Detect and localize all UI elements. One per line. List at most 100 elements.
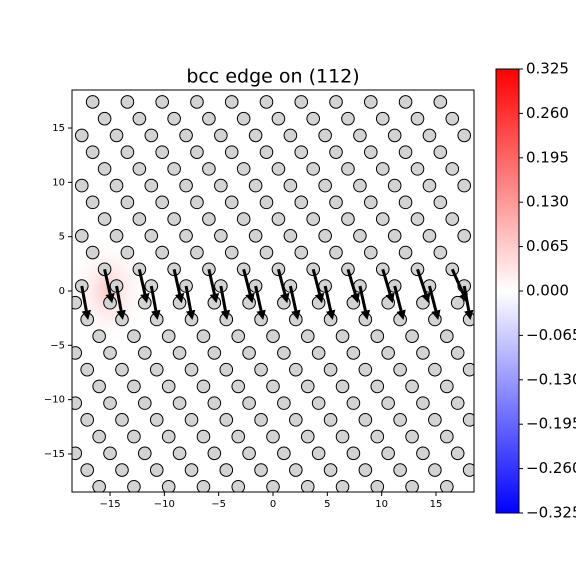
atom [358,362,373,377]
atom [167,162,181,176]
atom [300,379,315,394]
atom [120,195,135,210]
colorbar-tick-label: 0.260 [526,104,569,122]
x-tick-label: −5 [211,499,226,510]
atom [445,212,460,226]
atom [161,479,176,492]
atom [184,362,199,377]
atom [74,229,89,243]
x-tick-label: −15 [99,499,120,510]
displacement-arrow [276,268,290,304]
atom [375,212,390,226]
displacement-arrow [288,285,301,321]
atom [231,429,246,444]
displacement-arrow [346,268,360,304]
atom [259,95,274,109]
displacement-arrow [219,285,231,321]
atom [433,95,448,109]
atom [318,229,332,243]
atom [72,295,83,310]
atom [207,446,222,461]
atom [393,463,407,477]
atom [445,111,460,126]
atom [259,195,274,210]
atom [248,178,263,193]
atom [422,128,437,143]
x-tick-label: 0 [270,499,276,510]
atom [445,162,460,176]
colorbar-tick-label: −0.325 [526,504,576,522]
atom [375,162,390,176]
atom [306,212,321,226]
atom [127,479,141,492]
atom [207,396,222,410]
displacement-arrow [358,285,371,321]
displacement-arrow [242,268,255,304]
atom [300,429,315,444]
atom [248,229,263,243]
atom [127,329,141,343]
atom [329,145,343,159]
atom [80,413,95,427]
displacement-arrow [103,268,115,304]
y-tick-label: −10 [44,395,65,406]
atom [219,413,234,427]
y-tick-label: 10 [52,177,65,188]
atom [97,212,112,226]
atom [109,128,124,143]
atom [137,396,152,410]
atom [363,95,378,109]
atom [74,178,89,193]
atom [346,295,361,310]
atom [387,128,402,143]
atom [155,195,169,210]
atom [224,195,239,210]
displacement-arrow [137,268,150,304]
atom [358,413,373,427]
atom [450,446,465,461]
atom [202,212,216,226]
displacement-arrow [172,268,185,304]
displacement-arrow [416,268,431,304]
atom [120,245,135,260]
atom [428,312,442,327]
colorbar-tick-label: −0.065 [526,326,576,344]
atom [214,178,228,193]
colorbar-tick-label: 0.325 [526,60,569,78]
x-tick-label: 5 [324,499,330,510]
atom [405,329,419,343]
atom [137,446,152,461]
atom [271,212,286,226]
atom [306,111,321,126]
atom [259,145,274,159]
atom [103,396,117,410]
atom [172,346,187,360]
atom [190,195,204,210]
displacement-arrow [311,268,325,304]
displacement-arrow [381,268,395,304]
atom [353,128,367,143]
atom [300,329,315,343]
atom [242,446,256,461]
atom [224,145,239,159]
atom [428,362,442,377]
displacement-arrow [462,285,474,321]
atom [92,329,106,343]
atom [109,229,124,243]
atom [155,245,169,260]
atom [416,396,430,410]
atom [405,429,419,444]
atom [85,145,100,159]
atom [219,362,234,377]
atom [363,195,378,210]
atom [214,229,228,243]
atom [440,379,454,394]
atom [381,346,395,360]
atom [92,479,106,492]
atom [231,379,246,394]
atom [266,329,280,343]
x-tick-label: 10 [375,499,388,510]
atom [346,446,361,461]
atom [433,195,448,210]
chart-title: bcc edge on (112) [186,66,359,88]
